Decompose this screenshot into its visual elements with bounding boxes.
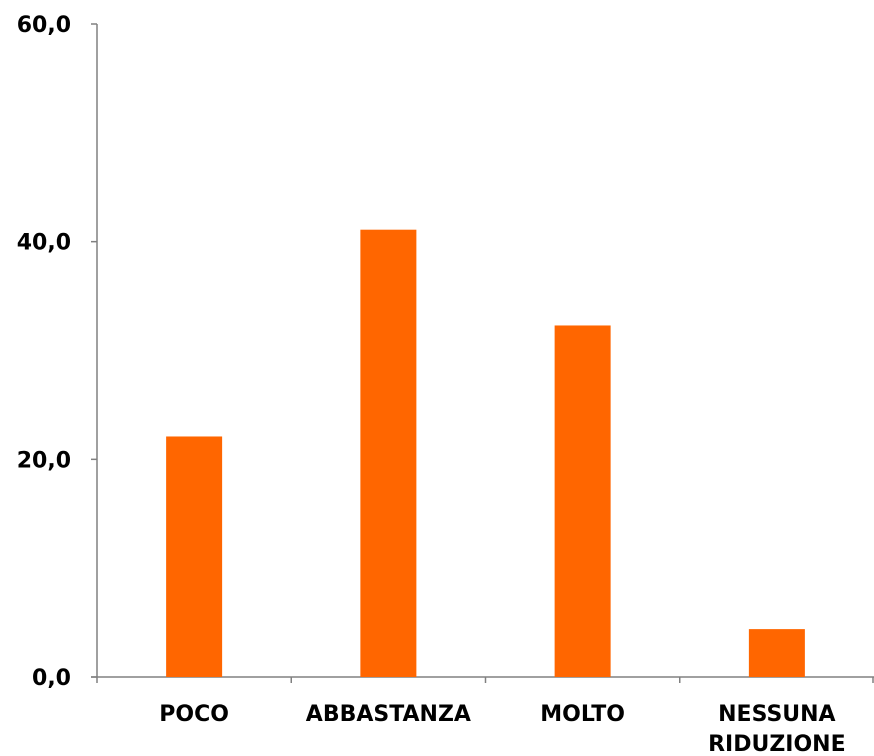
y-tick-label: 40,0 (17, 231, 71, 256)
x-tick-label: MOLTO (540, 702, 625, 727)
y-tick-label: 60,0 (17, 13, 71, 38)
x-tick-label: RIDUZIONE (708, 732, 846, 756)
y-axis: 0,0 20,0 40,0 60,0 (17, 13, 98, 691)
bar (360, 229, 417, 677)
bar (554, 325, 611, 677)
y-tick-label: 0,0 (32, 666, 71, 691)
y-tick-label: 20,0 (17, 448, 71, 473)
x-tick-label: POCO (159, 702, 229, 727)
bar (748, 629, 805, 677)
bars (166, 229, 805, 677)
bar (166, 436, 223, 677)
x-axis: POCO ABBASTANZA MOLTO NESSUNA RIDUZIONE (91, 676, 874, 756)
x-tick-label: ABBASTANZA (306, 702, 471, 727)
x-tick-label: NESSUNA (718, 702, 835, 727)
